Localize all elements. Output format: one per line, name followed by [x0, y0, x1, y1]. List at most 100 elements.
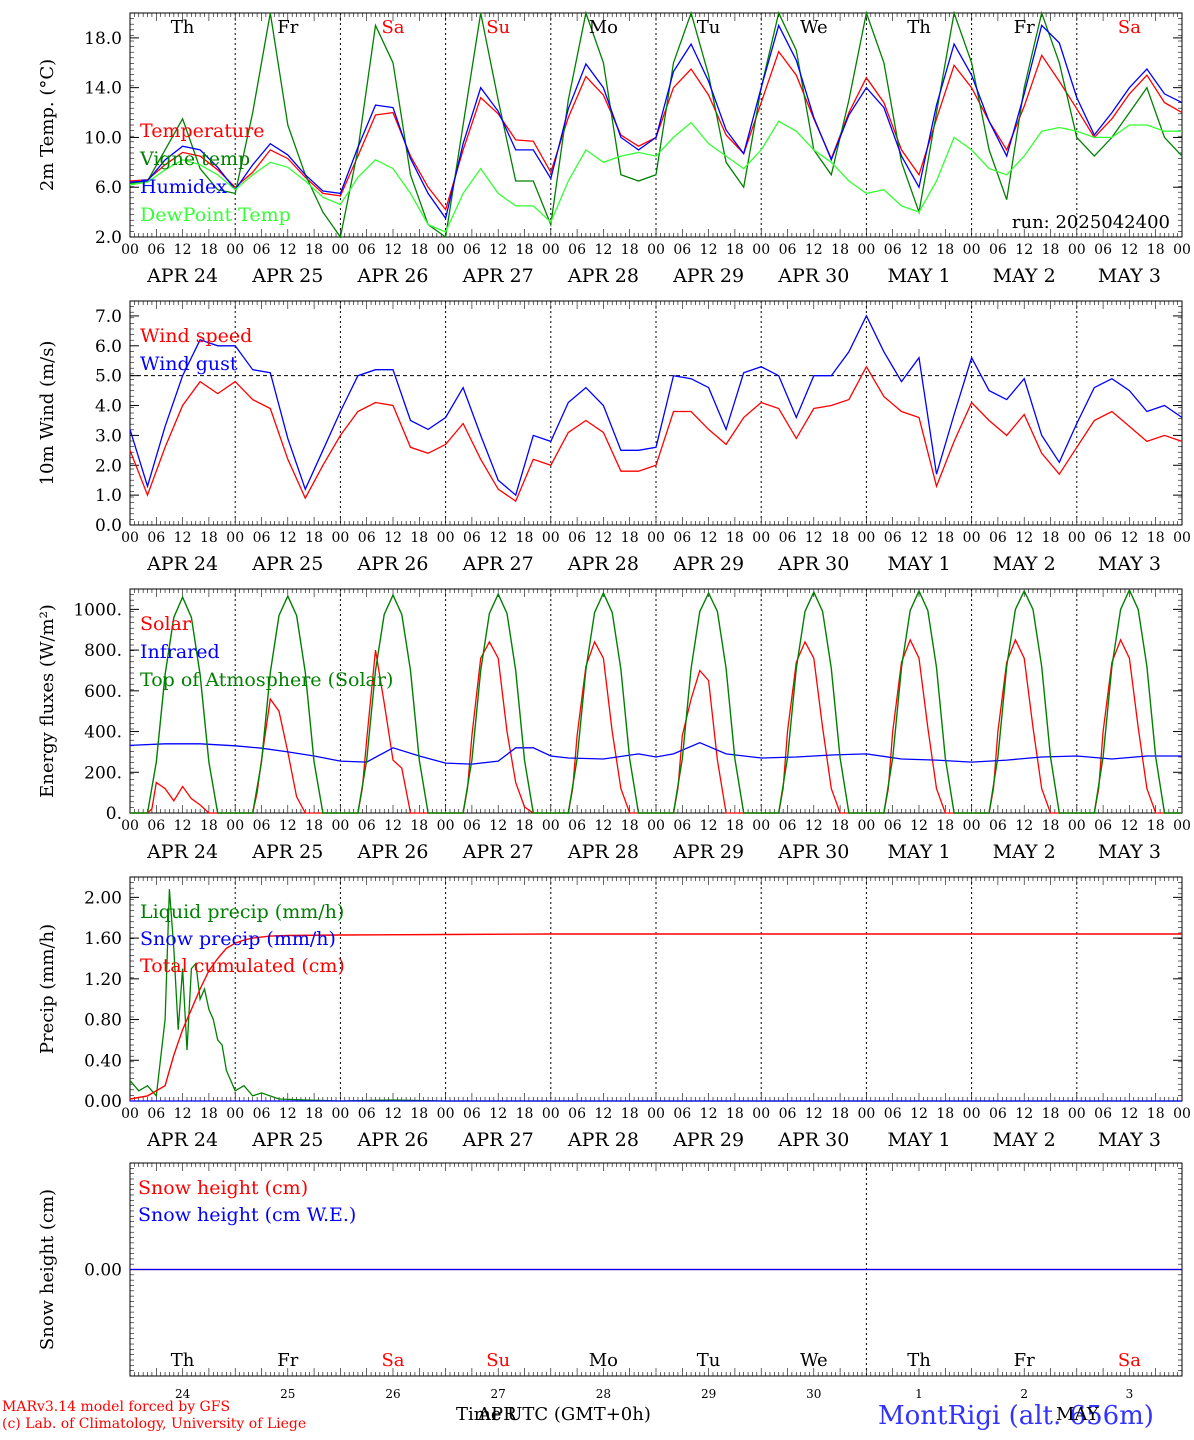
panel-5: 0.00 Snow height (cm) Snow height (cm) Snow… [37, 1162, 1183, 1401]
hour-label: 06 [253, 818, 271, 834]
legend-entry: Snow precip (mm/h) [140, 928, 336, 950]
hour-label: 18 [200, 1106, 218, 1122]
hour-label: 12 [174, 242, 192, 258]
date-label: APR 28 [567, 265, 639, 287]
date-label: APR 28 [567, 1129, 639, 1151]
hour-label: 18 [305, 818, 323, 834]
weekday-label: Sa [381, 17, 404, 38]
hour-label: 06 [358, 530, 376, 546]
hour-label: 06 [779, 1106, 797, 1122]
date-label: APR 27 [462, 265, 534, 287]
date-label: APR 24 [146, 553, 218, 575]
hour-label: 06 [463, 1106, 481, 1122]
hour-label: 00 [437, 1106, 455, 1122]
date-label: APR 28 [567, 841, 639, 863]
hour-label: 00 [542, 530, 560, 546]
hour-label: 12 [594, 530, 612, 546]
date-label: APR 30 [777, 553, 849, 575]
hour-label: 06 [253, 530, 271, 546]
date-label: MAY 2 [993, 265, 1056, 287]
hour-label: 12 [174, 1106, 192, 1122]
hour-label: 06 [1094, 530, 1112, 546]
hour-label: 18 [831, 1106, 849, 1122]
hour-label: 06 [568, 530, 586, 546]
hour-label: 06 [568, 1106, 586, 1122]
hour-label: 00 [647, 1106, 665, 1122]
y-tick-label: 0. [106, 804, 122, 824]
date-label: APR 26 [356, 265, 428, 287]
hour-label: 00 [1173, 818, 1191, 834]
date-label: APR 27 [462, 553, 534, 575]
date-label: APR 25 [251, 553, 323, 575]
hour-label: 00 [331, 1106, 349, 1122]
date-label: MAY 3 [1098, 1129, 1161, 1151]
hour-label: 06 [1094, 1106, 1112, 1122]
hour-label: 06 [147, 818, 165, 834]
hour-label: 18 [726, 818, 744, 834]
hour-label: 06 [884, 530, 902, 546]
weekday-label: Mo [589, 17, 618, 38]
series-line [129, 365, 1183, 503]
series-line [129, 50, 1183, 211]
date-label: APR 24 [146, 1129, 218, 1151]
weekday-label: Th [171, 17, 195, 38]
hour-label: 18 [516, 1106, 534, 1122]
panel-4: 0.00 0.40 0.80 1.20 1.60 2.00 Precip (mm/h) Liq… [37, 876, 1191, 1151]
date-label: MAY 2 [993, 841, 1056, 863]
x-axis-label: Time UTC (GMT+0h) [456, 1404, 651, 1425]
hour-label: 18 [305, 530, 323, 546]
weekday-label: We [800, 17, 828, 38]
date-label: MAY 3 [1098, 265, 1161, 287]
series-line [129, 314, 1183, 497]
hour-label: 12 [1120, 818, 1138, 834]
weekday-label: Th [171, 1350, 195, 1371]
date-label: APR 29 [672, 553, 744, 575]
date-label: APR 27 [462, 1129, 534, 1151]
hour-label: 00 [963, 530, 981, 546]
hour-label: 18 [1042, 818, 1060, 834]
hour-label: 06 [253, 242, 271, 258]
hour-label: 06 [147, 242, 165, 258]
y-tick-label: 1.0 [95, 486, 122, 506]
hour-label: 12 [384, 1106, 402, 1122]
hour-label: 06 [989, 530, 1007, 546]
hour-label: 12 [384, 530, 402, 546]
hour-label: 00 [331, 242, 349, 258]
day-number: 1 [915, 1387, 923, 1401]
weekday-label: Sa [1118, 17, 1141, 38]
hour-label: 18 [516, 530, 534, 546]
hour-label: 18 [726, 242, 744, 258]
hour-label: 18 [936, 1106, 954, 1122]
weekday-label: Fr [1014, 17, 1035, 38]
weekday-label: We [800, 1350, 828, 1371]
date-label: APR 25 [251, 1129, 323, 1151]
y-tick-label: 400. [84, 723, 122, 743]
hour-label: 12 [700, 242, 718, 258]
date-label: MAY 1 [887, 265, 950, 287]
y-axis-label: Snow height (cm) [37, 1189, 58, 1350]
hour-label: 00 [647, 530, 665, 546]
hour-label: 18 [1042, 242, 1060, 258]
y-tick-label: 3.0 [95, 426, 122, 446]
credit-line: (c) Lab. of Climatology, University of L… [2, 1416, 307, 1432]
hour-label: 12 [384, 242, 402, 258]
hour-label: 18 [831, 530, 849, 546]
date-label: APR 30 [777, 1129, 849, 1151]
hour-label: 12 [279, 242, 297, 258]
legend-entry: Liquid precip (mm/h) [140, 901, 344, 923]
y-tick-label: 7.0 [95, 307, 122, 327]
hour-label: 00 [963, 818, 981, 834]
day-number: 24 [175, 1387, 191, 1401]
date-label: APR 25 [251, 841, 323, 863]
station-label: MontRigi (alt. 656m) [878, 1401, 1154, 1431]
legend-entry: Humidex [140, 176, 227, 198]
hour-label: 18 [200, 242, 218, 258]
hour-label: 00 [226, 1106, 244, 1122]
weekday-label: Fr [1014, 1350, 1035, 1371]
hour-label: 12 [910, 530, 928, 546]
hour-label: 12 [700, 818, 718, 834]
hour-label: 00 [437, 818, 455, 834]
date-label: APR 26 [356, 1129, 428, 1151]
hour-label: 18 [410, 1106, 428, 1122]
